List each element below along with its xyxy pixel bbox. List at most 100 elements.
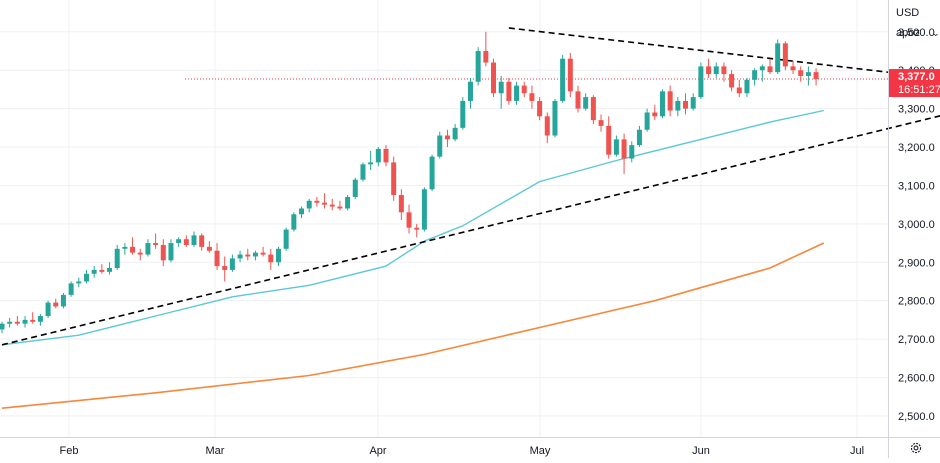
candle-body[interactable] [736, 87, 742, 94]
candle[interactable] [575, 85, 581, 113]
candle[interactable] [222, 256, 228, 282]
candle-body[interactable] [644, 112, 650, 130]
candle-body[interactable] [767, 66, 773, 73]
candle[interactable] [145, 239, 151, 257]
candle[interactable] [391, 156, 397, 201]
candle-body[interactable] [629, 145, 635, 159]
candle-body[interactable] [583, 97, 589, 109]
candle[interactable] [744, 77, 750, 98]
candle-body[interactable] [252, 252, 258, 257]
candle[interactable] [636, 125, 642, 148]
candle-body[interactable] [575, 91, 581, 109]
candle[interactable] [813, 68, 819, 86]
candle-body[interactable] [0, 323, 5, 330]
candle[interactable] [375, 147, 381, 167]
candle-body[interactable] [621, 139, 627, 159]
candle-body[interactable] [675, 100, 681, 111]
candle-body[interactable] [805, 72, 811, 76]
candle[interactable] [352, 177, 358, 199]
candle[interactable] [314, 196, 320, 207]
candle[interactable] [406, 204, 412, 234]
candle[interactable] [706, 58, 712, 78]
candle[interactable] [183, 235, 189, 247]
candle[interactable] [798, 66, 804, 82]
candle[interactable] [360, 162, 366, 182]
candle-body[interactable] [613, 139, 619, 155]
candle[interactable] [567, 52, 573, 98]
candle-body[interactable] [813, 72, 819, 80]
candle[interactable] [690, 93, 696, 111]
candle[interactable] [444, 129, 450, 148]
candle-body[interactable] [337, 206, 343, 209]
candle-body[interactable] [514, 85, 520, 101]
trendline-layer[interactable] [1, 27, 940, 346]
candle[interactable] [30, 312, 36, 324]
candle-body[interactable] [706, 66, 712, 75]
candle-body[interactable] [314, 200, 320, 203]
candle[interactable] [583, 93, 589, 111]
candle[interactable] [560, 54, 566, 103]
candle-body[interactable] [306, 200, 312, 209]
candle[interactable] [329, 198, 335, 211]
candle[interactable] [514, 81, 520, 105]
candle[interactable] [91, 266, 97, 278]
candle-body[interactable] [352, 179, 358, 197]
candle-body[interactable] [790, 66, 796, 71]
candle[interactable] [368, 150, 374, 171]
candle[interactable] [383, 145, 389, 167]
candle[interactable] [460, 97, 466, 130]
candle[interactable] [790, 60, 796, 75]
candle-body[interactable] [329, 204, 335, 207]
candle[interactable] [398, 189, 404, 221]
candle[interactable] [168, 239, 174, 263]
candle[interactable] [322, 193, 328, 209]
candle[interactable] [698, 62, 704, 100]
candle-body[interactable] [153, 243, 159, 245]
candle[interactable] [437, 131, 443, 159]
candle-body[interactable] [398, 195, 404, 213]
candle-body[interactable] [83, 273, 89, 282]
candle[interactable] [22, 316, 28, 328]
candle-body[interactable] [598, 120, 604, 126]
candle[interactable] [299, 206, 305, 219]
candle[interactable] [153, 233, 159, 249]
candle-body[interactable] [229, 258, 235, 270]
candle[interactable] [652, 104, 658, 121]
candle-body[interactable] [690, 97, 696, 109]
candle-body[interactable] [260, 252, 266, 255]
candle-body[interactable] [53, 302, 59, 307]
candle-body[interactable] [667, 91, 673, 111]
candle-body[interactable] [283, 229, 289, 249]
candle-body[interactable] [114, 248, 120, 269]
candle-body[interactable] [744, 79, 750, 94]
candle[interactable] [37, 314, 43, 326]
candle[interactable] [421, 187, 427, 232]
candle[interactable] [414, 223, 420, 238]
candle-body[interactable] [130, 246, 136, 253]
candle[interactable] [14, 316, 20, 326]
candle-body[interactable] [322, 202, 328, 205]
candle-body[interactable] [498, 81, 504, 94]
candle-body[interactable] [68, 283, 74, 295]
candle[interactable] [467, 77, 473, 109]
candle[interactable] [752, 68, 758, 86]
candle-body[interactable] [698, 66, 704, 98]
candle[interactable] [237, 250, 243, 263]
candle[interactable] [544, 112, 550, 144]
candle[interactable] [260, 246, 266, 257]
candle-body[interactable] [437, 135, 443, 157]
candle-body[interactable] [30, 319, 36, 322]
candle-body[interactable] [206, 246, 212, 251]
candle-body[interactable] [345, 196, 351, 209]
candle-body[interactable] [552, 100, 558, 136]
candle[interactable] [683, 93, 689, 115]
candle[interactable] [53, 298, 59, 309]
candle-body[interactable] [467, 81, 473, 101]
candle[interactable] [122, 243, 128, 255]
candle[interactable] [613, 135, 619, 157]
candle-body[interactable] [145, 243, 151, 255]
candle[interactable] [621, 133, 627, 174]
candle-body[interactable] [798, 70, 804, 76]
candle-body[interactable] [222, 266, 228, 270]
candle[interactable] [137, 248, 143, 261]
